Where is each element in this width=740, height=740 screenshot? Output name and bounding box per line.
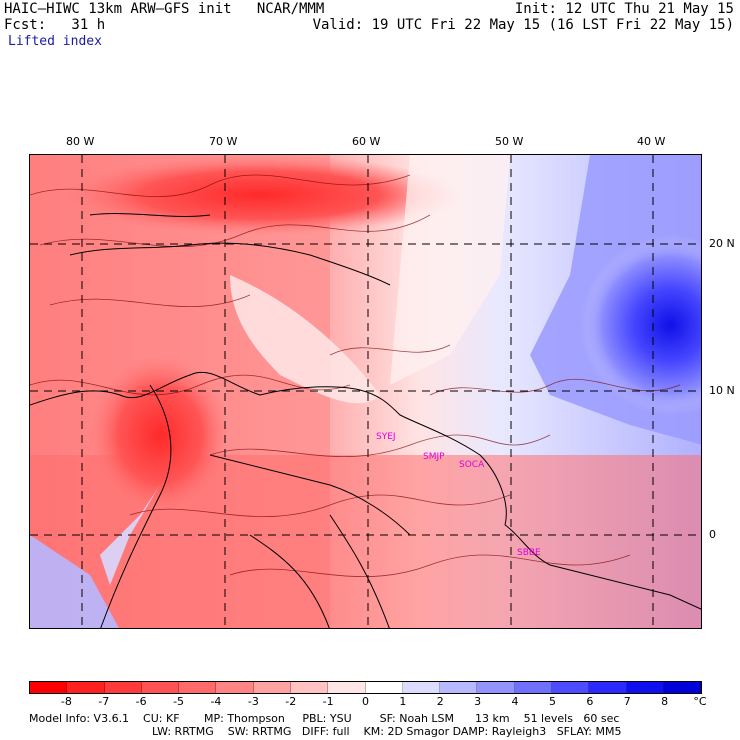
colorbar-tick-label: 5	[548, 695, 556, 708]
colorbar-swatch	[551, 682, 590, 693]
pacific-blue-region	[30, 535, 119, 628]
colorbar-tick-label: 1	[399, 695, 407, 708]
map-canvas	[30, 155, 701, 628]
colorbar-swatch	[440, 682, 478, 693]
colorbar-swatch	[67, 682, 105, 693]
model-info-line2: LW: RRTMG SW: RRTMG DIFF: full KM: 2D Sm…	[152, 725, 622, 738]
stable-blue-core	[580, 235, 701, 415]
forecast-hour: Fcst: 31 h	[4, 17, 106, 33]
colorbar-swatch	[30, 682, 68, 693]
colorbar-swatch	[179, 682, 217, 693]
valid-time: Valid: 19 UTC Fri 22 May 15 (16 LST Fri …	[312, 17, 734, 33]
lon-label-40w: 40 W	[637, 135, 666, 148]
lon-label-70w: 70 W	[209, 135, 238, 148]
colorbar-swatch	[253, 682, 291, 693]
colorbar-tick-label: 8	[661, 695, 669, 708]
colorbar-swatch	[626, 682, 664, 693]
model-title: HAIC–HIWC 13km ARW–GFS init NCAR/MMM	[4, 1, 325, 17]
colorbar-swatch	[477, 682, 515, 693]
colorbar-swatch	[141, 682, 180, 693]
colorbar-tick-label: 7	[623, 695, 631, 708]
colorbar-swatch	[328, 682, 366, 693]
lon-label-60w: 60 W	[352, 135, 381, 148]
lat-lon-grid	[30, 155, 701, 628]
colorbar-tick-label: 2	[436, 695, 444, 708]
colorbar-swatch	[402, 682, 441, 693]
station-soca: SOCA	[459, 460, 485, 470]
colorbar-tick-label: -3	[247, 695, 259, 708]
station-sbbe: SBBE	[517, 548, 541, 558]
colorbar-swatch	[290, 682, 329, 693]
colorbar-swatch	[663, 682, 702, 693]
colorbar-swatch	[514, 682, 552, 693]
lifted-index-map	[29, 154, 702, 629]
colorbar-tick-label: -6	[135, 695, 147, 708]
init-time: Init: 12 UTC Thu 21 May 15	[514, 1, 734, 17]
colorbar-tick-label: 0	[362, 695, 369, 708]
colorbar-swatch	[216, 682, 254, 693]
contour-lines	[30, 174, 681, 577]
colorbar-tick-label: -7	[98, 695, 110, 708]
station-syej: SYEJ	[376, 432, 396, 442]
lat-label-10n: 10 N	[709, 384, 735, 397]
lon-label-50w: 50 W	[495, 135, 524, 148]
colorbar-tick-label: -4	[210, 695, 222, 708]
station-smjp: SMJP	[423, 452, 445, 462]
lat-label-0: 0	[709, 528, 716, 541]
neutral-tongue	[230, 275, 380, 404]
colorbar-unit: °C	[693, 695, 707, 708]
colorbar-tick-label: 6	[586, 695, 594, 708]
coastlines	[30, 213, 701, 628]
colorbar-tick-label: -5	[173, 695, 185, 708]
field-name: Lifted index	[8, 34, 102, 49]
colorbar-tick-label: -2	[285, 695, 297, 708]
colorbar-swatch	[365, 682, 403, 693]
colorbar-swatch	[104, 682, 142, 693]
caribbean-red-core	[60, 155, 460, 235]
andes-red-core	[90, 355, 230, 515]
colorbar-tick-label: -8	[60, 695, 72, 708]
colorbar	[29, 681, 702, 694]
colorbar-swatch	[589, 682, 627, 693]
neutral-north	[390, 155, 510, 385]
colorbar-tick-label: -1	[322, 695, 334, 708]
colorbar-tick-label: 4	[511, 695, 519, 708]
model-info-line1: Model Info: V3.6.1 CU: KF MP: Thompson P…	[29, 712, 620, 725]
lon-label-80w: 80 W	[66, 135, 95, 148]
lat-label-20n: 20 N	[709, 237, 735, 250]
colorbar-tick-label: 3	[474, 695, 482, 708]
